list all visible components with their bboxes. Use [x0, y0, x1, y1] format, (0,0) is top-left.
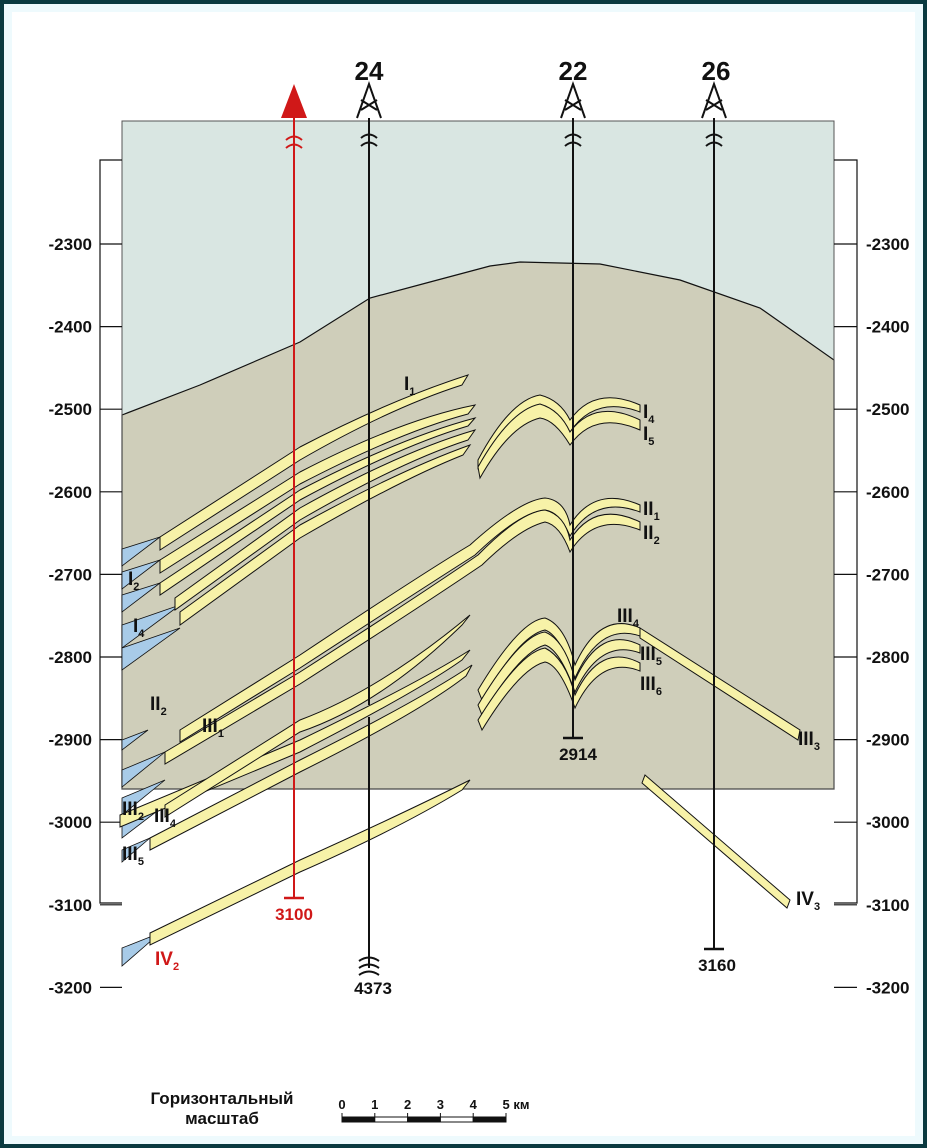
depth-tick-label: -3100: [866, 896, 909, 915]
layer-III5-fold: [477, 631, 641, 717]
scale-label: 4: [470, 1097, 478, 1112]
layer-label-III4-left: III4: [154, 806, 177, 830]
layer-label-IV2: IV2: [155, 949, 179, 973]
well-26-bottom: 3160: [698, 956, 736, 975]
layer-label-III5-left: III5: [122, 844, 144, 868]
layer-label-III2-left: III2: [122, 799, 144, 823]
depth-tick-label: -2800: [866, 648, 909, 667]
scale-segment: [407, 1116, 441, 1123]
depth-tick-label: -2500: [49, 400, 92, 419]
well-24-label: 24: [355, 56, 384, 86]
scale-caption-line1: Горизонтальный: [151, 1089, 294, 1108]
depth-tick-label: -2300: [866, 235, 909, 254]
layer-II2-band: [164, 509, 641, 765]
layer-II1-band: [179, 497, 641, 743]
layer-label-IV3: IV3: [796, 889, 820, 913]
scale-label: 1: [371, 1097, 378, 1112]
depth-axes: [99, 159, 858, 904]
layer-III3-band: [639, 627, 801, 741]
depth-tick-label: -2600: [866, 483, 909, 502]
depth-tick-label: -2400: [866, 318, 909, 337]
scale-label: 5 км: [503, 1097, 530, 1112]
layer-IV2-band: [149, 779, 471, 946]
layer-label-I4-left: I4: [133, 616, 145, 640]
layer-label-II2-left: II2: [150, 694, 167, 718]
layer-III-upper-band: [164, 614, 471, 818]
layer-III2-band: [149, 664, 473, 851]
layer-label-I4-right: I4: [643, 402, 655, 426]
layer-I1-band: [159, 374, 470, 551]
depth-tick-label: -3200: [49, 978, 92, 997]
depth-tick-label: -2500: [866, 400, 909, 419]
horizontal-scale: Горизонтальный масштаб 0 1 2 3 4 5 км: [151, 1089, 530, 1128]
scale-label: 3: [437, 1097, 444, 1112]
derrick-icon: [701, 80, 727, 119]
section-border: [121, 120, 835, 790]
depth-tick-label: -3000: [866, 813, 909, 832]
layer-label-III5-right: III5: [640, 644, 662, 668]
depth-tick-label: -2700: [49, 565, 92, 584]
layer-I2-band: [159, 404, 477, 574]
layer-III6-fold: [477, 647, 641, 732]
layer-label-III6: III6: [640, 674, 662, 698]
break-icon: [564, 133, 582, 147]
depth-tick-label: -3100: [49, 896, 92, 915]
break-icon: [705, 133, 723, 147]
layer-labels: I1 I4 I5 I2 I4 II1 II2 II2 III1 III4 III…: [122, 374, 820, 973]
depth-tick-label: -2600: [49, 483, 92, 502]
layer-IV3-band: [641, 774, 791, 909]
depth-tick-label: -2700: [866, 565, 909, 584]
projected-well-bottom: 3100: [275, 905, 313, 924]
depth-tick-label: -2800: [49, 648, 92, 667]
scale-label: 0: [338, 1097, 345, 1112]
depth-tick-label: -2400: [49, 318, 92, 337]
layer-I4-band: [174, 429, 477, 611]
scale-label: 2: [404, 1097, 411, 1112]
layer-label-III4-right: III4: [617, 606, 640, 630]
oil-saturated-zones: [121, 536, 181, 967]
layer-I5-fold: [477, 403, 641, 480]
well-22-label: 22: [559, 56, 588, 86]
projected-well: 3100: [275, 84, 313, 924]
projected-well-arrow-icon: [281, 84, 307, 118]
layer-label-III3: III3: [798, 729, 820, 753]
sand-layers: [119, 374, 801, 946]
scale-segment: [472, 1116, 507, 1123]
layer-label-III1: III1: [202, 716, 224, 740]
break-icon: [285, 135, 303, 149]
well-22-bottom: 2914: [559, 745, 597, 764]
layer-label-II1: II1: [643, 499, 660, 523]
well-26-label: 26: [702, 56, 731, 86]
layer-I3-band: [159, 417, 477, 596]
depth-tick-label: -2900: [866, 731, 909, 750]
depth-tick-label: -2300: [49, 235, 92, 254]
break-icon: [358, 956, 380, 976]
well-26: 26 3160: [698, 56, 736, 975]
well-22: 22 2914: [559, 56, 598, 764]
scale-segment: [341, 1116, 376, 1123]
layer-I5-band: [179, 444, 472, 626]
layer-label-II2-right: II2: [643, 523, 660, 547]
break-icon: [360, 133, 378, 147]
layer-label-I1: I1: [404, 374, 415, 398]
well-24: 24 4373: [354, 56, 392, 998]
scale-caption-line2: масштаб: [185, 1109, 259, 1128]
scale-segment: [439, 1116, 474, 1123]
depth-tick-label: -3200: [866, 978, 909, 997]
derrick-icon: [560, 80, 586, 119]
layer-label-I5-right: I5: [643, 424, 654, 448]
well-24-bottom: 4373: [354, 979, 392, 998]
right-axis-bracket: [834, 159, 858, 904]
derrick-icon: [356, 80, 382, 119]
depth-tick-label: -3000: [49, 813, 92, 832]
scale-segment: [374, 1116, 409, 1123]
depth-tick-label: -2900: [49, 731, 92, 750]
left-axis-bracket: [99, 159, 122, 904]
layer-label-I2-left: I2: [128, 569, 139, 593]
